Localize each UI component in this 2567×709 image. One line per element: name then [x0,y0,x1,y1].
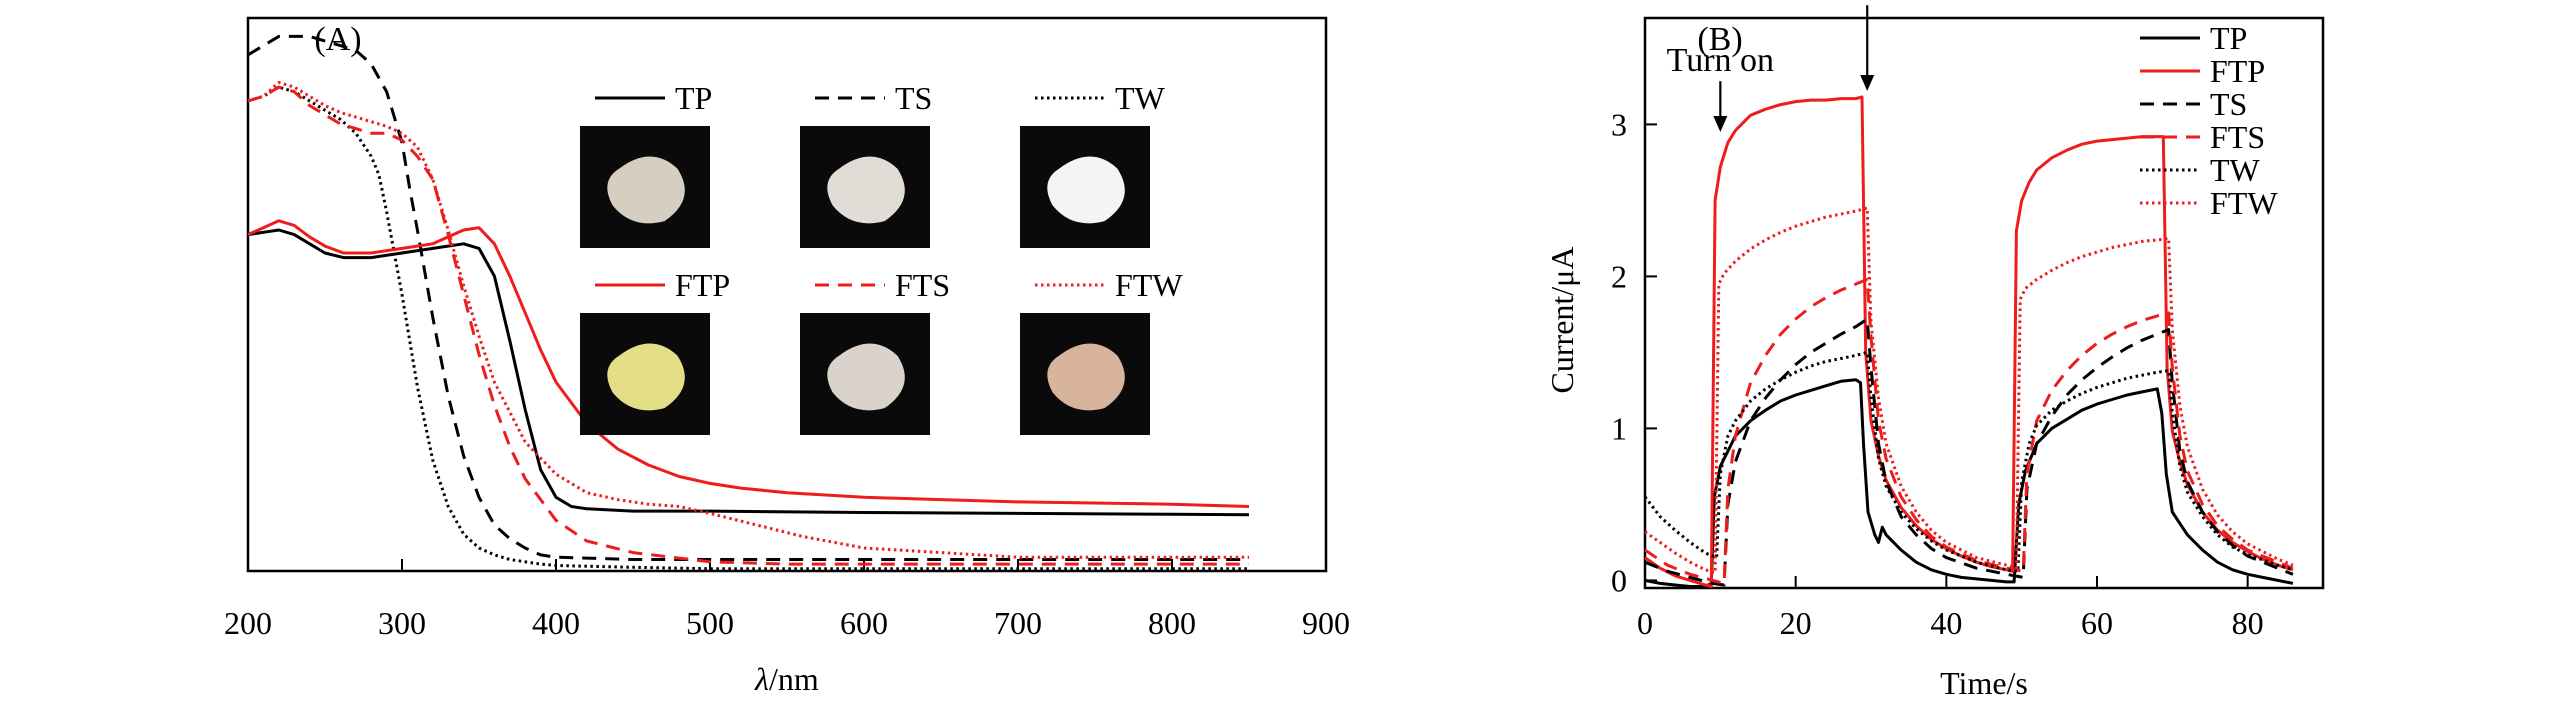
legend-label: FTS [895,267,950,303]
powder-sample [827,156,905,224]
x-tick-label: 800 [1148,605,1196,641]
series-line-ftw [1644,206,2294,575]
legend-label: FTP [2210,53,2265,89]
panel-b-frame [1643,16,2325,590]
y-tick-label: 2 [1611,258,1627,294]
sample-photo-fts [800,313,930,435]
legend-item-ftw: FTW [1020,267,1183,435]
y-tick-label: 0 [1611,562,1627,598]
panel-b-x-axis-title: Time/s [1940,665,2028,701]
legend-item-fts: FTS [800,267,950,435]
legend-item-ftw: FTW [2140,185,2278,221]
panel-a-curves [247,34,1250,571]
panel-b-y-axis-title: Current/μA [1544,247,1580,394]
sample-photo-tw [1020,126,1150,248]
series-line-fts [1644,277,2294,585]
sample-photo-ftp [580,313,710,435]
series-line-tp [247,228,1250,517]
x-tick-label: 300 [378,605,426,641]
legend-item-tw: TW [2140,152,2261,188]
x-tick-label: 80 [2232,605,2264,641]
legend-label: TW [2210,152,2261,188]
series-line-ftw [247,81,1249,559]
panel-a-x-axis-title: λ/nm [754,661,819,697]
panel-b-curves [1643,95,2294,588]
legend-label: TP [675,80,712,116]
series-line-fts [247,85,1249,566]
y-tick-label: 1 [1611,410,1627,446]
x-tick-label: 400 [532,605,580,641]
x-tick-label: 900 [1302,605,1350,641]
panel-b-ticks: 0 20 40 60 80 0 1 2 3 [1611,106,2264,641]
powder-sample [607,343,685,411]
x-tick-label: 20 [1780,605,1812,641]
powder-sample [827,343,905,411]
series-line-ts [247,34,1249,561]
x-tick-label: 500 [686,605,734,641]
annotation-turn-off: Turn off [1811,0,1924,91]
legend-label: TS [2210,86,2247,122]
legend-item-ts: TS [2140,86,2247,122]
lambda-symbol: λ [754,661,769,697]
legend-label: TP [2210,20,2247,56]
powder-sample [1047,343,1125,411]
panel-a-label: (A) [314,21,361,58]
legend-label: FTW [1115,267,1183,303]
annotation-arrow-head [1713,116,1728,132]
x-tick-label: 700 [994,605,1042,641]
sample-photo-ts [800,126,930,248]
panel-a-x-ticks: 200 300 400 500 600 700 800 900 [224,559,1350,641]
panel-a-frame [246,16,1328,573]
panel-a: 200 300 400 500 600 700 800 900 (A) TP TS TW FTP FT… [224,16,1350,697]
series-line-ftp [247,219,1250,508]
x-tick-label: 600 [840,605,888,641]
legend-label: TS [895,80,932,116]
x-tick-label: 60 [2081,605,2113,641]
x-unit: /nm [769,661,819,697]
annotation-text: Turn on [1667,42,1774,79]
panel-a-legend: TP TS TW FTP FTS FTW [580,80,1183,435]
panel-b-label: (B) [1697,21,1742,58]
legend-item-tp: TP [2140,20,2247,56]
powder-sample [607,156,685,224]
legend-label: FTP [675,267,730,303]
legend-label: FTS [2210,119,2265,155]
legend-item-ftp: FTP [2140,53,2265,89]
panel-b-annotations: Turn on Turn off [1667,0,1924,132]
annotation-text: Turn off [1811,0,1924,3]
annotation-arrow-head [1860,74,1875,91]
legend-label: TW [1115,80,1166,116]
series-line-ts [1644,317,2294,587]
x-tick-label: 40 [1930,605,1962,641]
series-line-tp [1644,378,2294,588]
annotation-turn-on: Turn on [1667,42,1774,132]
legend-item-fts: FTS [2140,119,2265,155]
legend-item-tw: TW [1020,80,1166,248]
legend-item-ts: TS [800,80,932,248]
x-tick-label: 200 [224,605,272,641]
legend-item-tp: TP [580,80,712,248]
sample-photo-tp [580,126,710,248]
series-line-tw [1643,350,2294,573]
powder-sample [1047,156,1125,224]
x-tick-label: 0 [1637,605,1653,641]
legend-label: FTW [2210,185,2278,221]
legend-item-ftp: FTP [580,267,730,435]
y-tick-label: 3 [1611,106,1627,142]
sample-photo-ftw [1020,313,1150,435]
series-line-tw [247,85,1249,571]
